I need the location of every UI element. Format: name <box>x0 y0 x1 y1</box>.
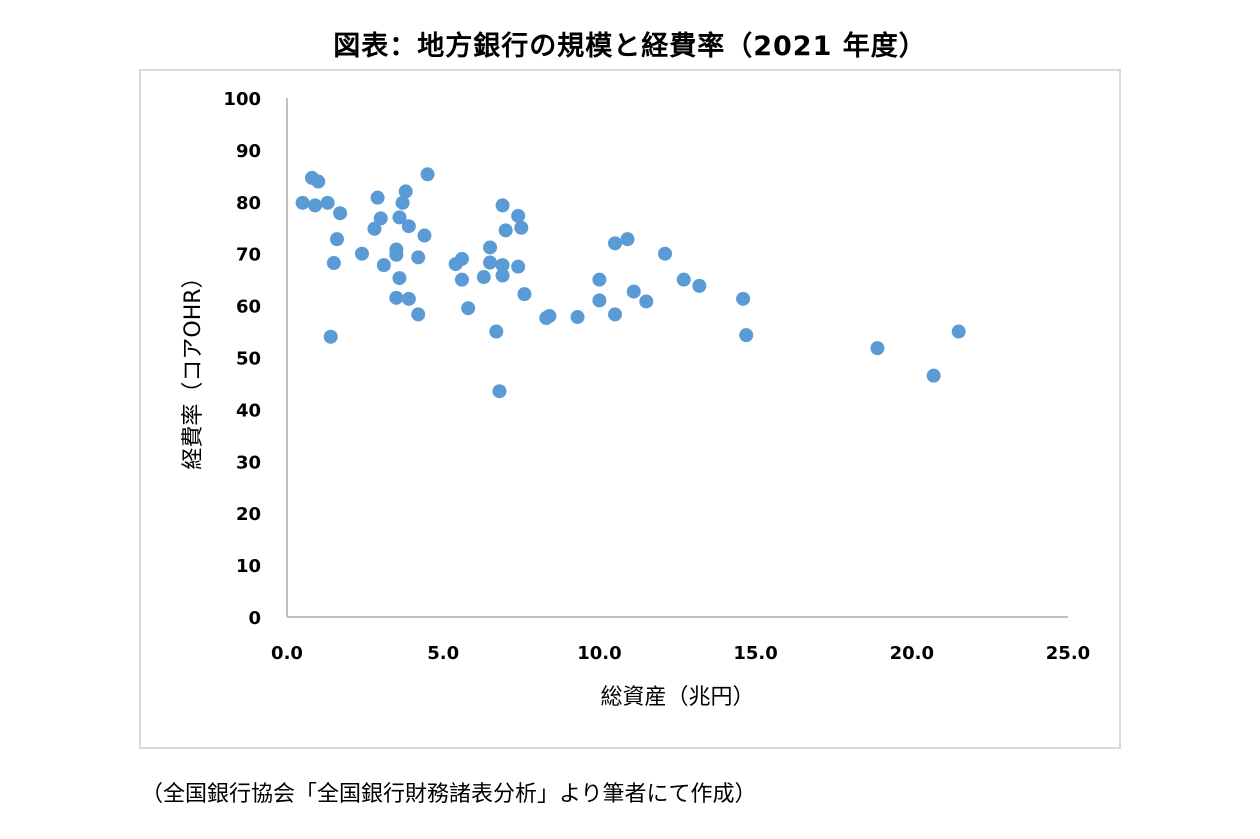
y-tick-label: 10 <box>236 556 261 577</box>
data-point <box>354 246 369 261</box>
source-note: （全国銀行協会「全国銀行財務諸表分析」より筆者にて作成） <box>141 782 757 807</box>
data-point <box>411 250 426 265</box>
data-point <box>676 272 691 287</box>
data-point <box>489 324 504 339</box>
x-tick-label: 15.0 <box>733 643 777 664</box>
y-tick-label: 90 <box>236 141 261 162</box>
x-axis-title: 総資産（兆円） <box>600 685 754 710</box>
data-point <box>367 221 382 236</box>
data-point <box>417 228 432 243</box>
data-point <box>620 232 635 247</box>
x-tick-label: 5.0 <box>427 643 459 664</box>
data-point <box>608 307 623 322</box>
data-point <box>454 251 469 266</box>
data-point <box>420 167 435 182</box>
data-point <box>392 271 407 286</box>
data-point <box>514 220 529 235</box>
data-point <box>376 258 391 273</box>
y-tick-label: 0 <box>248 608 261 629</box>
data-point <box>736 291 751 306</box>
y-tick-label: 20 <box>236 504 261 525</box>
data-point <box>395 195 410 210</box>
x-tick-label: 20.0 <box>890 643 934 664</box>
x-tick-labels: 0.0 5.0 10.0 15.0 20.0 25.0 <box>271 643 1090 664</box>
y-tick-label: 60 <box>236 297 261 318</box>
data-point <box>926 368 941 383</box>
data-point <box>495 268 510 283</box>
data-points <box>295 167 966 399</box>
data-point <box>692 278 707 293</box>
data-point <box>608 236 623 251</box>
data-point <box>517 287 532 302</box>
data-point <box>483 255 498 270</box>
data-point <box>592 272 607 287</box>
data-point <box>392 210 407 225</box>
chart-title: 図表：地方銀行の規模と経費率（2021 年度） <box>333 31 927 62</box>
data-point <box>373 211 388 226</box>
y-tick-labels: 0 10 20 30 40 50 60 70 80 90 100 <box>223 89 261 629</box>
y-tick-label: 50 <box>236 349 261 370</box>
data-point <box>498 223 513 238</box>
data-point <box>401 291 416 306</box>
data-point <box>401 219 416 234</box>
data-point <box>295 195 310 210</box>
x-tick-label: 10.0 <box>577 643 621 664</box>
chart-frame <box>139 69 1121 749</box>
data-point <box>626 284 641 299</box>
y-tick-label: 100 <box>223 89 261 110</box>
data-point <box>542 308 557 323</box>
data-point <box>311 174 326 189</box>
data-point <box>511 259 526 274</box>
data-point <box>951 324 966 339</box>
data-point <box>333 206 348 221</box>
data-point <box>483 240 498 255</box>
data-point <box>570 310 585 325</box>
data-point <box>511 208 526 223</box>
data-point <box>739 328 754 343</box>
data-point <box>398 184 413 199</box>
data-point <box>389 290 404 305</box>
data-point <box>320 195 335 210</box>
data-point <box>492 384 507 399</box>
data-point <box>323 329 338 344</box>
data-point <box>870 341 885 356</box>
data-point <box>495 258 510 273</box>
data-point <box>639 294 654 309</box>
data-point <box>461 301 476 316</box>
x-tick-label: 0.0 <box>271 643 303 664</box>
data-point <box>329 232 344 247</box>
axes <box>286 98 1068 618</box>
y-tick-label: 70 <box>236 245 261 266</box>
data-point <box>370 190 385 205</box>
data-point <box>658 246 673 261</box>
data-point <box>476 270 491 285</box>
x-tick-label: 25.0 <box>1046 643 1090 664</box>
y-tick-label: 80 <box>236 193 261 214</box>
y-tick-label: 30 <box>236 452 261 473</box>
data-point <box>592 293 607 308</box>
data-point <box>411 307 426 322</box>
data-point <box>389 247 404 262</box>
y-tick-label: 40 <box>236 400 261 421</box>
data-point <box>454 272 469 287</box>
y-axis-title: 経費率（コアOHR） <box>181 266 206 469</box>
data-point <box>495 198 510 213</box>
data-point <box>308 198 323 213</box>
data-point <box>326 256 341 271</box>
